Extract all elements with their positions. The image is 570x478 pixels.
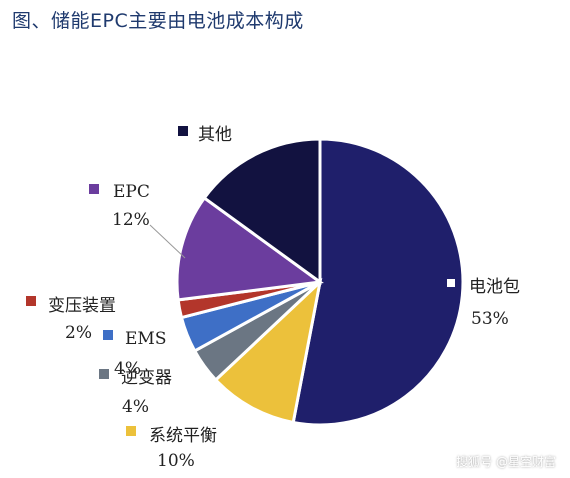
chart-title: 图、储能EPC主要由电池成本构成 <box>12 10 304 32</box>
legend-marker-5 <box>89 184 99 194</box>
legend-marker-2 <box>99 369 109 379</box>
slice-percent-5: 12% <box>112 210 150 230</box>
slice-label-6: 其他 <box>198 125 232 145</box>
legend-marker-4 <box>26 296 36 306</box>
leader-line-epc <box>149 224 186 259</box>
slice-percent-4: 2% <box>65 323 92 343</box>
slice-label-4: 变压装置 <box>48 296 116 316</box>
slice-percent-1: 10% <box>157 451 195 471</box>
pie-slices <box>175 137 465 427</box>
legend-marker-1 <box>126 426 136 436</box>
legend-marker-6 <box>178 126 188 136</box>
pie-slice-5 <box>175 195 324 302</box>
slice-label-1: 系统平衡 <box>149 426 217 446</box>
watermark: 搜狐号 @星空财富 <box>456 455 556 469</box>
pie-slice-1 <box>213 277 323 425</box>
slice-label-3: EMS <box>125 329 166 349</box>
slice-percent-3: 4% <box>114 359 141 379</box>
slice-label-5: EPC <box>113 182 150 202</box>
legend-marker-3 <box>103 330 113 340</box>
pie-slice-0 <box>291 137 465 427</box>
legend-marker-0 <box>445 277 457 289</box>
slice-label-0: 电池包 <box>469 277 520 297</box>
slice-percent-0: 53% <box>471 309 509 329</box>
slice-percent-2: 4% <box>122 397 149 417</box>
slice-label-2: 逆变器 <box>121 368 172 388</box>
pie-slice-6 <box>202 137 322 285</box>
